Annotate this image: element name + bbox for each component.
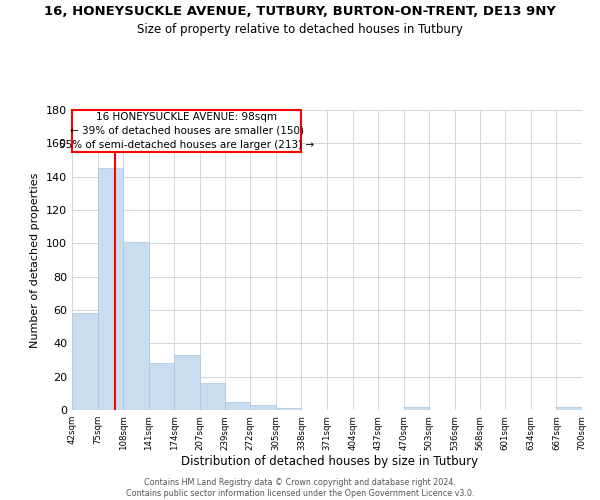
Text: Distribution of detached houses by size in Tutbury: Distribution of detached houses by size … bbox=[181, 455, 479, 468]
Bar bbox=[556, 406, 582, 410]
Bar bbox=[276, 408, 301, 410]
Text: Contains HM Land Registry data © Crown copyright and database right 2024.
Contai: Contains HM Land Registry data © Crown c… bbox=[126, 478, 474, 498]
Text: Size of property relative to detached houses in Tutbury: Size of property relative to detached ho… bbox=[137, 22, 463, 36]
Text: 16, HONEYSUCKLE AVENUE, TUTBURY, BURTON-ON-TRENT, DE13 9NY: 16, HONEYSUCKLE AVENUE, TUTBURY, BURTON-… bbox=[44, 5, 556, 18]
FancyBboxPatch shape bbox=[72, 110, 301, 152]
Y-axis label: Number of detached properties: Number of detached properties bbox=[31, 172, 40, 348]
Bar bbox=[224, 402, 250, 410]
Bar bbox=[175, 355, 200, 410]
Bar bbox=[72, 314, 98, 410]
Bar bbox=[149, 364, 175, 410]
Bar bbox=[200, 384, 224, 410]
Bar bbox=[123, 242, 149, 410]
Bar bbox=[98, 168, 123, 410]
Bar bbox=[404, 406, 430, 410]
Text: 16 HONEYSUCKLE AVENUE: 98sqm
← 39% of detached houses are smaller (150)
55% of s: 16 HONEYSUCKLE AVENUE: 98sqm ← 39% of de… bbox=[59, 112, 314, 150]
Bar bbox=[250, 405, 276, 410]
